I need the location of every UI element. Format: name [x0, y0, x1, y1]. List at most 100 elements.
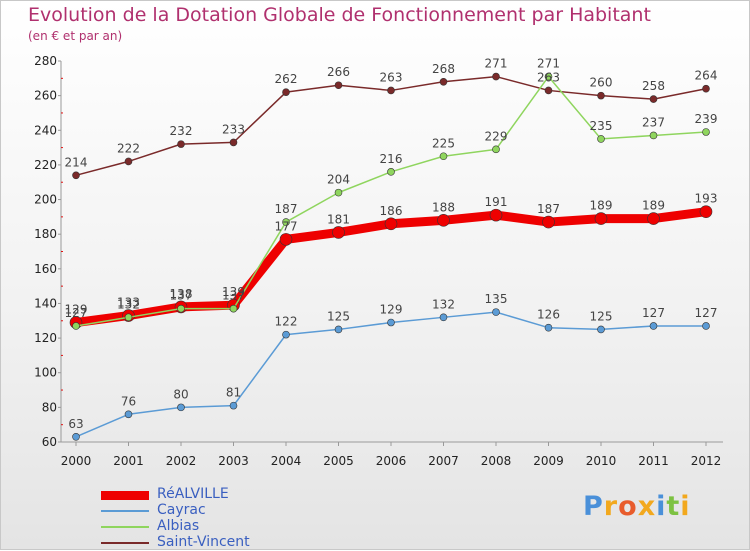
data-label-albias: 187 — [275, 202, 298, 216]
data-point-cayrac — [439, 313, 448, 322]
data-point-r-alville — [489, 208, 503, 222]
data-label-cayrac: 76 — [121, 394, 136, 408]
data-point-saint-vincent — [387, 86, 395, 95]
y-tick-label: 100 — [34, 366, 57, 380]
data-label-r-alville: 138 — [170, 287, 193, 301]
data-point-saint-vincent — [229, 138, 238, 147]
data-point-albias — [334, 188, 343, 197]
data-point-r-alville — [647, 212, 660, 225]
logo-letter: t — [666, 491, 681, 522]
data-label-r-alville: 177 — [275, 219, 298, 233]
data-label-albias: 239 — [695, 112, 718, 126]
data-label-cayrac: 122 — [275, 315, 298, 329]
y-tick-label: 280 — [34, 54, 57, 68]
y-tick-label: 180 — [34, 227, 57, 241]
data-point-r-alville — [279, 233, 293, 246]
x-tick-label: 2000 — [61, 454, 92, 468]
data-point-r-alville — [332, 226, 345, 239]
data-label-saint-vincent: 266 — [327, 65, 350, 79]
x-tick-label: 2009 — [533, 454, 564, 468]
data-label-cayrac: 132 — [432, 297, 455, 311]
legend-swatch — [101, 490, 149, 500]
data-point-albias — [282, 218, 290, 226]
data-label-cayrac: 126 — [537, 308, 560, 322]
data-point-albias — [124, 313, 133, 322]
data-label-albias: 235 — [590, 119, 613, 133]
x-tick-label: 2012 — [691, 454, 722, 468]
data-label-r-alville: 193 — [695, 192, 718, 206]
data-point-albias — [702, 128, 710, 136]
legend-label: Saint-Vincent — [157, 534, 250, 550]
data-label-saint-vincent: 263 — [380, 70, 403, 84]
data-label-albias: 237 — [642, 115, 665, 129]
logo-letter: i — [680, 491, 691, 522]
data-point-albias — [492, 145, 500, 154]
data-point-r-alville — [699, 205, 713, 218]
data-label-cayrac: 127 — [642, 306, 665, 320]
x-tick-label: 2007 — [428, 454, 459, 468]
data-label-saint-vincent: 233 — [222, 122, 245, 136]
data-label-saint-vincent: 214 — [65, 155, 88, 169]
data-label-saint-vincent: 258 — [642, 79, 665, 93]
y-tick-label: 140 — [34, 296, 57, 310]
series-line-cayrac — [75, 311, 707, 438]
data-point-cayrac — [492, 308, 500, 316]
data-point-saint-vincent — [177, 140, 185, 148]
data-point-saint-vincent — [702, 84, 710, 93]
x-tick-label: 2003 — [218, 454, 249, 468]
data-label-albias: 229 — [485, 129, 508, 143]
data-point-cayrac — [649, 322, 658, 330]
data-label-albias: 137 — [170, 289, 193, 303]
data-label-cayrac: 125 — [327, 309, 350, 323]
data-label-saint-vincent: 262 — [275, 72, 298, 86]
data-label-cayrac: 127 — [695, 306, 718, 320]
data-label-albias: 132 — [117, 297, 140, 311]
data-point-r-alville — [384, 217, 398, 231]
data-point-r-alville — [437, 214, 450, 227]
data-label-albias: 137 — [222, 289, 245, 303]
data-point-cayrac — [702, 322, 710, 330]
data-label-saint-vincent: 271 — [485, 57, 508, 71]
data-label-r-alville: 186 — [380, 204, 403, 218]
data-label-r-alville: 181 — [327, 212, 350, 226]
data-label-saint-vincent: 264 — [695, 69, 718, 83]
logo-letter: i — [656, 491, 667, 522]
y-tick-label: 80 — [42, 400, 57, 414]
data-label-r-alville: 139 — [222, 285, 245, 299]
data-point-saint-vincent — [492, 72, 500, 81]
data-point-albias — [649, 131, 658, 140]
x-tick-label: 2002 — [166, 454, 197, 468]
data-label-albias: 216 — [380, 152, 403, 166]
data-point-cayrac — [597, 325, 605, 334]
data-label-saint-vincent: 222 — [117, 141, 140, 155]
y-tick-label: 120 — [34, 331, 57, 345]
data-label-saint-vincent: 268 — [432, 62, 455, 76]
y-tick-label: 260 — [34, 89, 57, 103]
data-label-cayrac: 125 — [590, 309, 613, 323]
data-label-cayrac: 81 — [226, 386, 241, 400]
data-point-cayrac — [387, 318, 395, 327]
legend-label: RéALVILLE — [157, 486, 229, 502]
x-tick-label: 2008 — [481, 454, 512, 468]
data-labels: 129 133 138 139 177 181 186 188 191 187 189 189 193 6… — [65, 57, 718, 431]
data-label-cayrac: 135 — [485, 292, 508, 306]
data-point-albias — [229, 304, 238, 313]
data-point-saint-vincent — [544, 86, 553, 95]
data-label-cayrac: 63 — [68, 417, 83, 431]
data-point-saint-vincent — [72, 171, 80, 180]
data-label-r-alville: 129 — [65, 303, 88, 317]
logo-letter: r — [603, 491, 619, 522]
data-point-saint-vincent — [597, 91, 605, 100]
data-point-cayrac — [229, 401, 238, 410]
data-point-albias — [544, 72, 553, 81]
data-label-r-alville: 187 — [537, 202, 560, 216]
data-point-saint-vincent — [282, 88, 290, 96]
logo-letter: o — [618, 491, 638, 522]
data-label-cayrac: 129 — [380, 303, 403, 317]
data-point-cayrac — [72, 433, 80, 441]
data-point-saint-vincent — [334, 81, 343, 90]
data-label-saint-vincent: 232 — [170, 124, 193, 138]
series-lines — [69, 72, 713, 441]
x-tick-label: 2001 — [113, 454, 144, 468]
